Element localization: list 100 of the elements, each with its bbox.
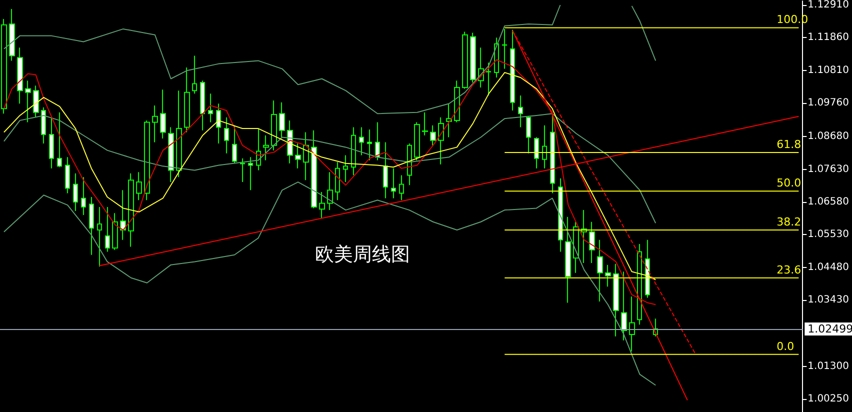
series-label: 23.6: [776, 263, 802, 276]
candlestick: [176, 90, 182, 178]
candlestick: [128, 172, 134, 248]
line-series: [3, 4, 561, 114]
candlestick: [383, 142, 388, 199]
candlestick: [25, 80, 31, 123]
candlestick: [57, 112, 62, 168]
candlestick: [359, 126, 364, 156]
candlestick: [319, 192, 325, 219]
candlestick: [399, 174, 404, 201]
series-label: 38.2: [776, 215, 802, 228]
candlestick: [49, 116, 54, 169]
candlestick: [105, 206, 110, 252]
y-tick-label: 1.08680: [808, 131, 850, 142]
candlestick: [454, 80, 460, 123]
ref-line-label: 1.02499: [808, 322, 852, 336]
line-series: [3, 59, 656, 306]
candlestick: [462, 31, 468, 90]
candlestick: [414, 122, 420, 161]
candlestick: [645, 239, 650, 298]
candlestick: [120, 190, 126, 240]
candlestick: [144, 120, 150, 201]
candlestick: [279, 102, 285, 138]
y-tick-label: 1.05530: [808, 229, 850, 240]
candlestick: [216, 103, 221, 144]
candlestick: [73, 172, 78, 212]
y-tick-label: 1.12910: [808, 0, 850, 10]
candlestick: [351, 126, 356, 176]
candlestick: [97, 206, 102, 268]
candlestick: [391, 168, 396, 199]
candlestick: [335, 162, 340, 201]
candlestick: [240, 158, 245, 183]
candlestick: [581, 210, 587, 264]
candlestick: [192, 55, 197, 94]
candlestick: [65, 156, 70, 194]
candlestick: [375, 122, 380, 161]
candlestick: [327, 172, 333, 211]
candlestick: [248, 156, 253, 191]
candlestick: [589, 221, 595, 264]
candlestick: [200, 80, 205, 131]
candlestick: [224, 116, 229, 154]
candlestick: [422, 112, 428, 136]
candlestick: [510, 29, 515, 111]
y-tick-label: 1.06580: [808, 196, 850, 208]
candlestick: [152, 105, 158, 143]
candlestick: [597, 239, 603, 302]
candlestick: [41, 106, 46, 144]
candlestick: [367, 128, 372, 161]
candlestick: [263, 134, 269, 161]
candlestick: [303, 132, 309, 181]
y-tick-label: 1.11860: [808, 32, 850, 44]
candlestick: [184, 67, 190, 133]
candlestick: [311, 130, 317, 209]
candlestick: [295, 142, 301, 169]
y-tick-label: 1.10810: [808, 64, 850, 76]
candlestick: [160, 89, 166, 139]
candlestick: [494, 37, 499, 78]
candlestick: [446, 103, 452, 138]
candlestick: [605, 264, 611, 288]
candlestick: [550, 113, 555, 194]
candlestick: [486, 62, 491, 96]
candlestick: [438, 116, 444, 165]
y-tick-label: 1.01300: [808, 360, 850, 372]
candlestick: [613, 263, 619, 337]
line-series: [3, 72, 656, 280]
y-tick-label: 1.00250: [808, 393, 850, 404]
candlestick: [565, 216, 571, 304]
line-series: [3, 113, 656, 224]
candlestick: [1, 18, 7, 114]
candlestick: [271, 100, 277, 151]
candlestick: [17, 47, 23, 104]
candlestick: [112, 212, 118, 250]
series-label: 0.0: [776, 340, 794, 353]
candlestick: [89, 196, 94, 256]
candlestick: [168, 126, 174, 183]
candlestick: [470, 32, 476, 83]
series-label: 61.8: [776, 138, 802, 151]
candlestick: [81, 176, 86, 216]
text: 欧美周线图: [315, 244, 410, 266]
candlestick: [558, 178, 563, 252]
candlestick: [629, 296, 635, 352]
candlestick: [430, 124, 436, 146]
candlestick: [136, 172, 142, 201]
y-tick-label: 1.09760: [808, 98, 850, 109]
y-tick-label: 1.07630: [808, 164, 850, 175]
candlestick: [534, 136, 539, 169]
series-label: 50.0: [776, 176, 802, 190]
candlestick: [518, 95, 523, 128]
y-tick-label: 1.04480: [808, 262, 850, 273]
candlestick: [502, 28, 507, 70]
candlestick: [9, 8, 15, 62]
candlestick: [526, 116, 531, 154]
candlestick: [232, 124, 237, 164]
y-tick-label: 1.03430: [808, 294, 850, 306]
line-series: [3, 182, 656, 386]
candlestick: [33, 85, 39, 118]
candlestick: [208, 93, 213, 123]
candlestick: [343, 154, 348, 183]
candlestick: [637, 243, 642, 326]
candlestick: [542, 124, 547, 169]
